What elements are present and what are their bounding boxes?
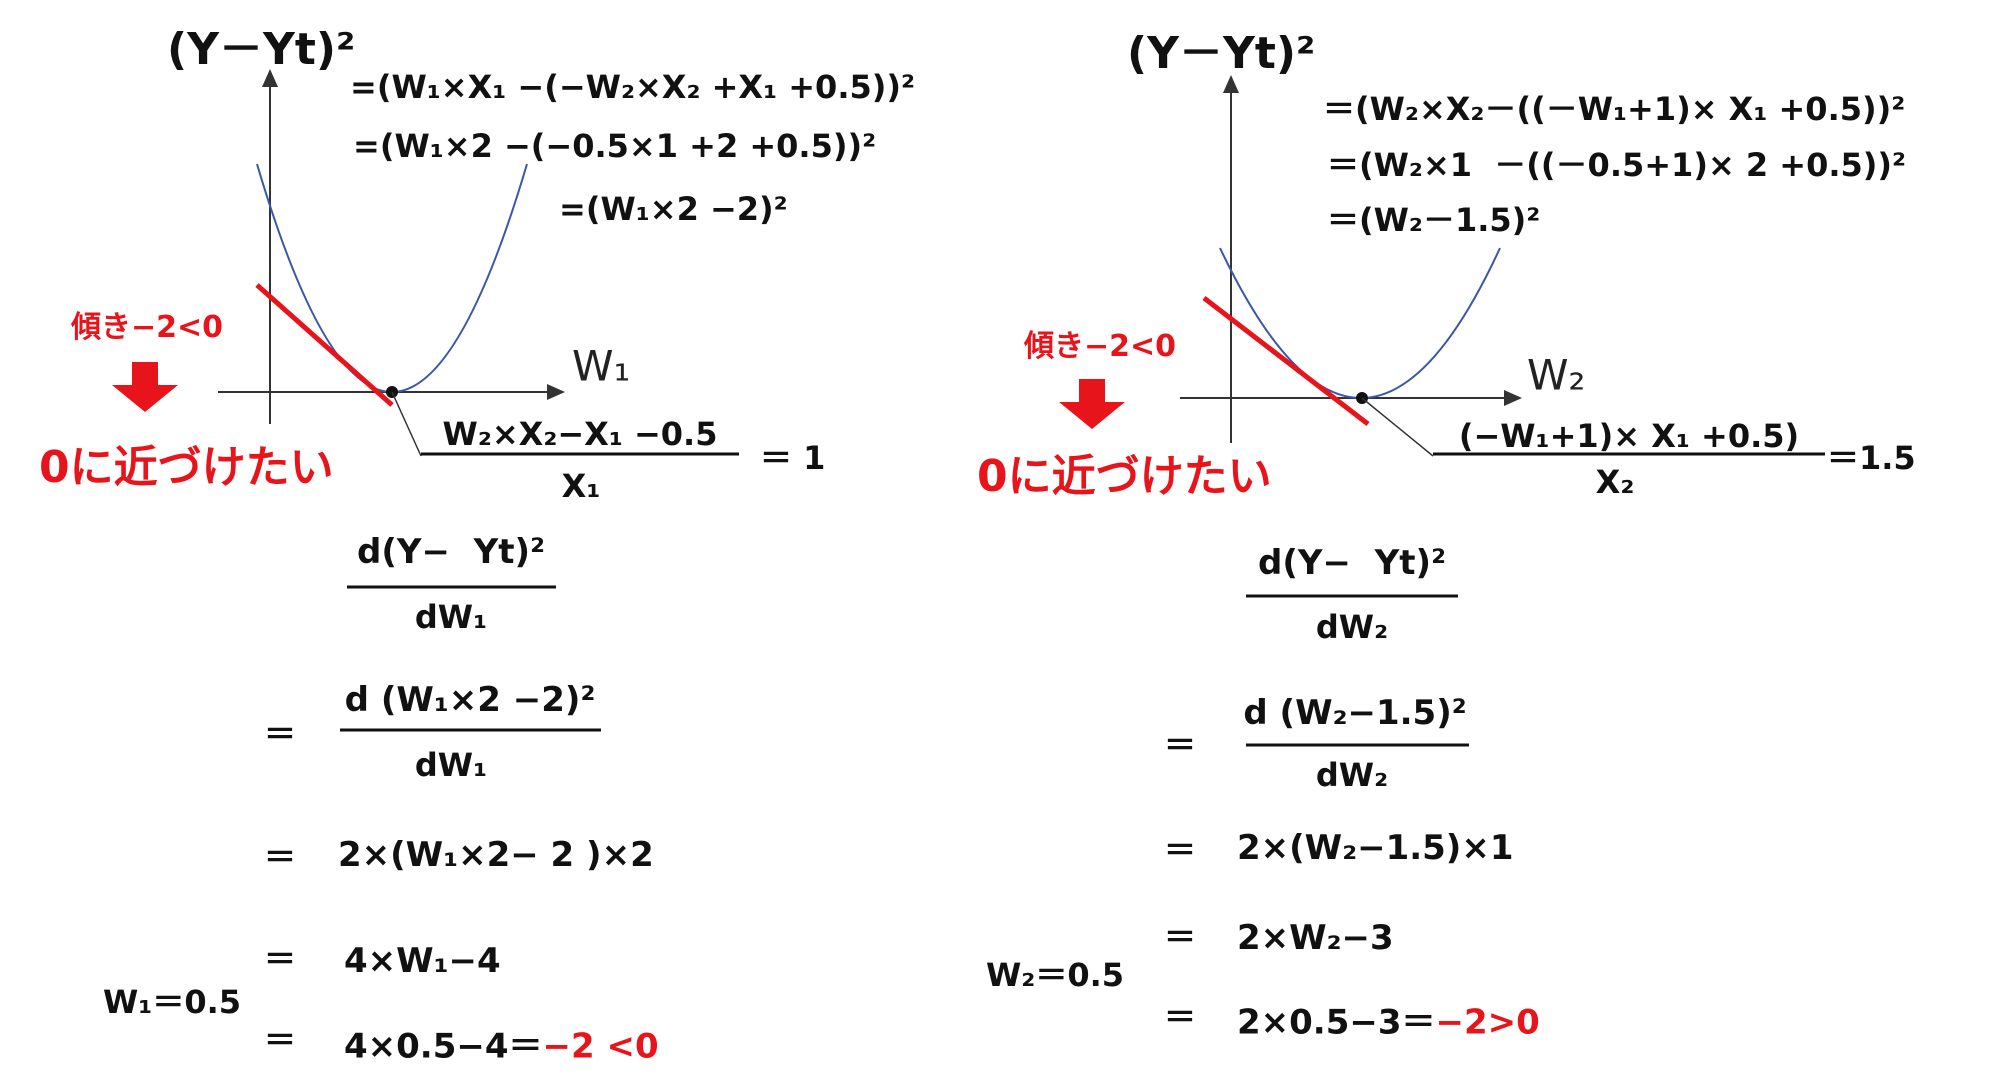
expansion: ＝(W₂×1 －((－0.5+1)× 2 +0.5))²	[1327, 146, 1907, 184]
pointer	[391, 391, 422, 457]
expansion: =(W₁×2 −2)²	[559, 190, 788, 228]
step-result: −2 <0	[542, 1026, 659, 1067]
pointer	[1361, 397, 1434, 457]
tangent	[1202, 296, 1370, 426]
step: 2×0.5−3＝−2>0	[1237, 995, 1540, 1044]
heading: (Y－Yt)²	[1127, 28, 1316, 79]
expansion: ＝(W₂－1.5)²	[1327, 201, 1541, 239]
equals: ＝	[1164, 998, 1197, 1036]
expansion: =(W₁×2 −(−0.5×1 +2 +0.5))²	[353, 127, 877, 165]
equals: ＝	[264, 940, 297, 978]
slope-note: 傾き−2<0	[71, 310, 224, 345]
parabola	[256, 163, 528, 393]
equals: ＝	[264, 838, 297, 876]
numerator: d(Y− Yt)²	[357, 532, 545, 572]
equals: ＝	[1164, 831, 1197, 869]
result: ＝ 1	[760, 439, 826, 477]
left-graph	[112, 69, 739, 732]
given: W₂＝0.5	[986, 956, 1125, 994]
tangent	[255, 283, 394, 407]
numerator: W₂×X₂−X₁ −0.5	[442, 415, 718, 453]
given: W₁＝0.5	[103, 983, 242, 1021]
expansion: ＝(W₂×X₂－((－W₁+1)× X₁ +0.5))²	[1323, 90, 1906, 128]
heading: (Y－Yt)²	[167, 24, 356, 75]
right-graph	[1059, 75, 1825, 747]
result: ＝1.5	[1827, 439, 1916, 477]
slope-note: 傾き−2<0	[1024, 329, 1177, 364]
equals: ＝	[1164, 726, 1197, 764]
numerator: (−W₁+1)× X₁ +0.5)	[1458, 417, 1800, 455]
denominator: X₁	[561, 467, 601, 505]
denominator: X₂	[1595, 463, 1635, 501]
equals: ＝	[264, 715, 297, 753]
denominator: dW₂	[1315, 608, 1389, 646]
down-arrow	[112, 362, 178, 412]
step: 4×0.5−4＝−2 <0	[344, 1019, 659, 1068]
numerator: d(Y− Yt)²	[1258, 543, 1446, 583]
axis-label: W₂	[1527, 350, 1586, 400]
goal: 0に近づけたい	[977, 451, 1272, 502]
axis-label: W₁	[572, 341, 631, 391]
numerator: d (W₂−1.5)²	[1243, 693, 1467, 733]
step: 2×(W₁×2− 2 )×2	[338, 835, 654, 875]
parabola	[1219, 247, 1501, 399]
expansion: =(W₁×X₁ −(−W₂×X₂ +X₁ +0.5))²	[350, 68, 915, 106]
step-result: −2>0	[1435, 1002, 1540, 1043]
goal: 0に近づけたい	[39, 442, 334, 493]
numerator: d (W₁×2 −2)²	[344, 680, 596, 720]
step-expr: 4×0.5−4＝	[344, 1026, 543, 1067]
step-expr: 2×0.5−3＝	[1237, 1002, 1436, 1043]
step: 2×W₂−3	[1237, 918, 1394, 958]
equals: ＝	[264, 1021, 297, 1059]
denominator: dW₁	[414, 746, 488, 784]
down-arrow	[1059, 379, 1125, 429]
step: 4×W₁−4	[344, 941, 501, 981]
equals: ＝	[1164, 918, 1197, 956]
denominator: dW₁	[414, 598, 488, 636]
denominator: dW₂	[1315, 756, 1389, 794]
step: 2×(W₂−1.5)×1	[1237, 828, 1514, 868]
